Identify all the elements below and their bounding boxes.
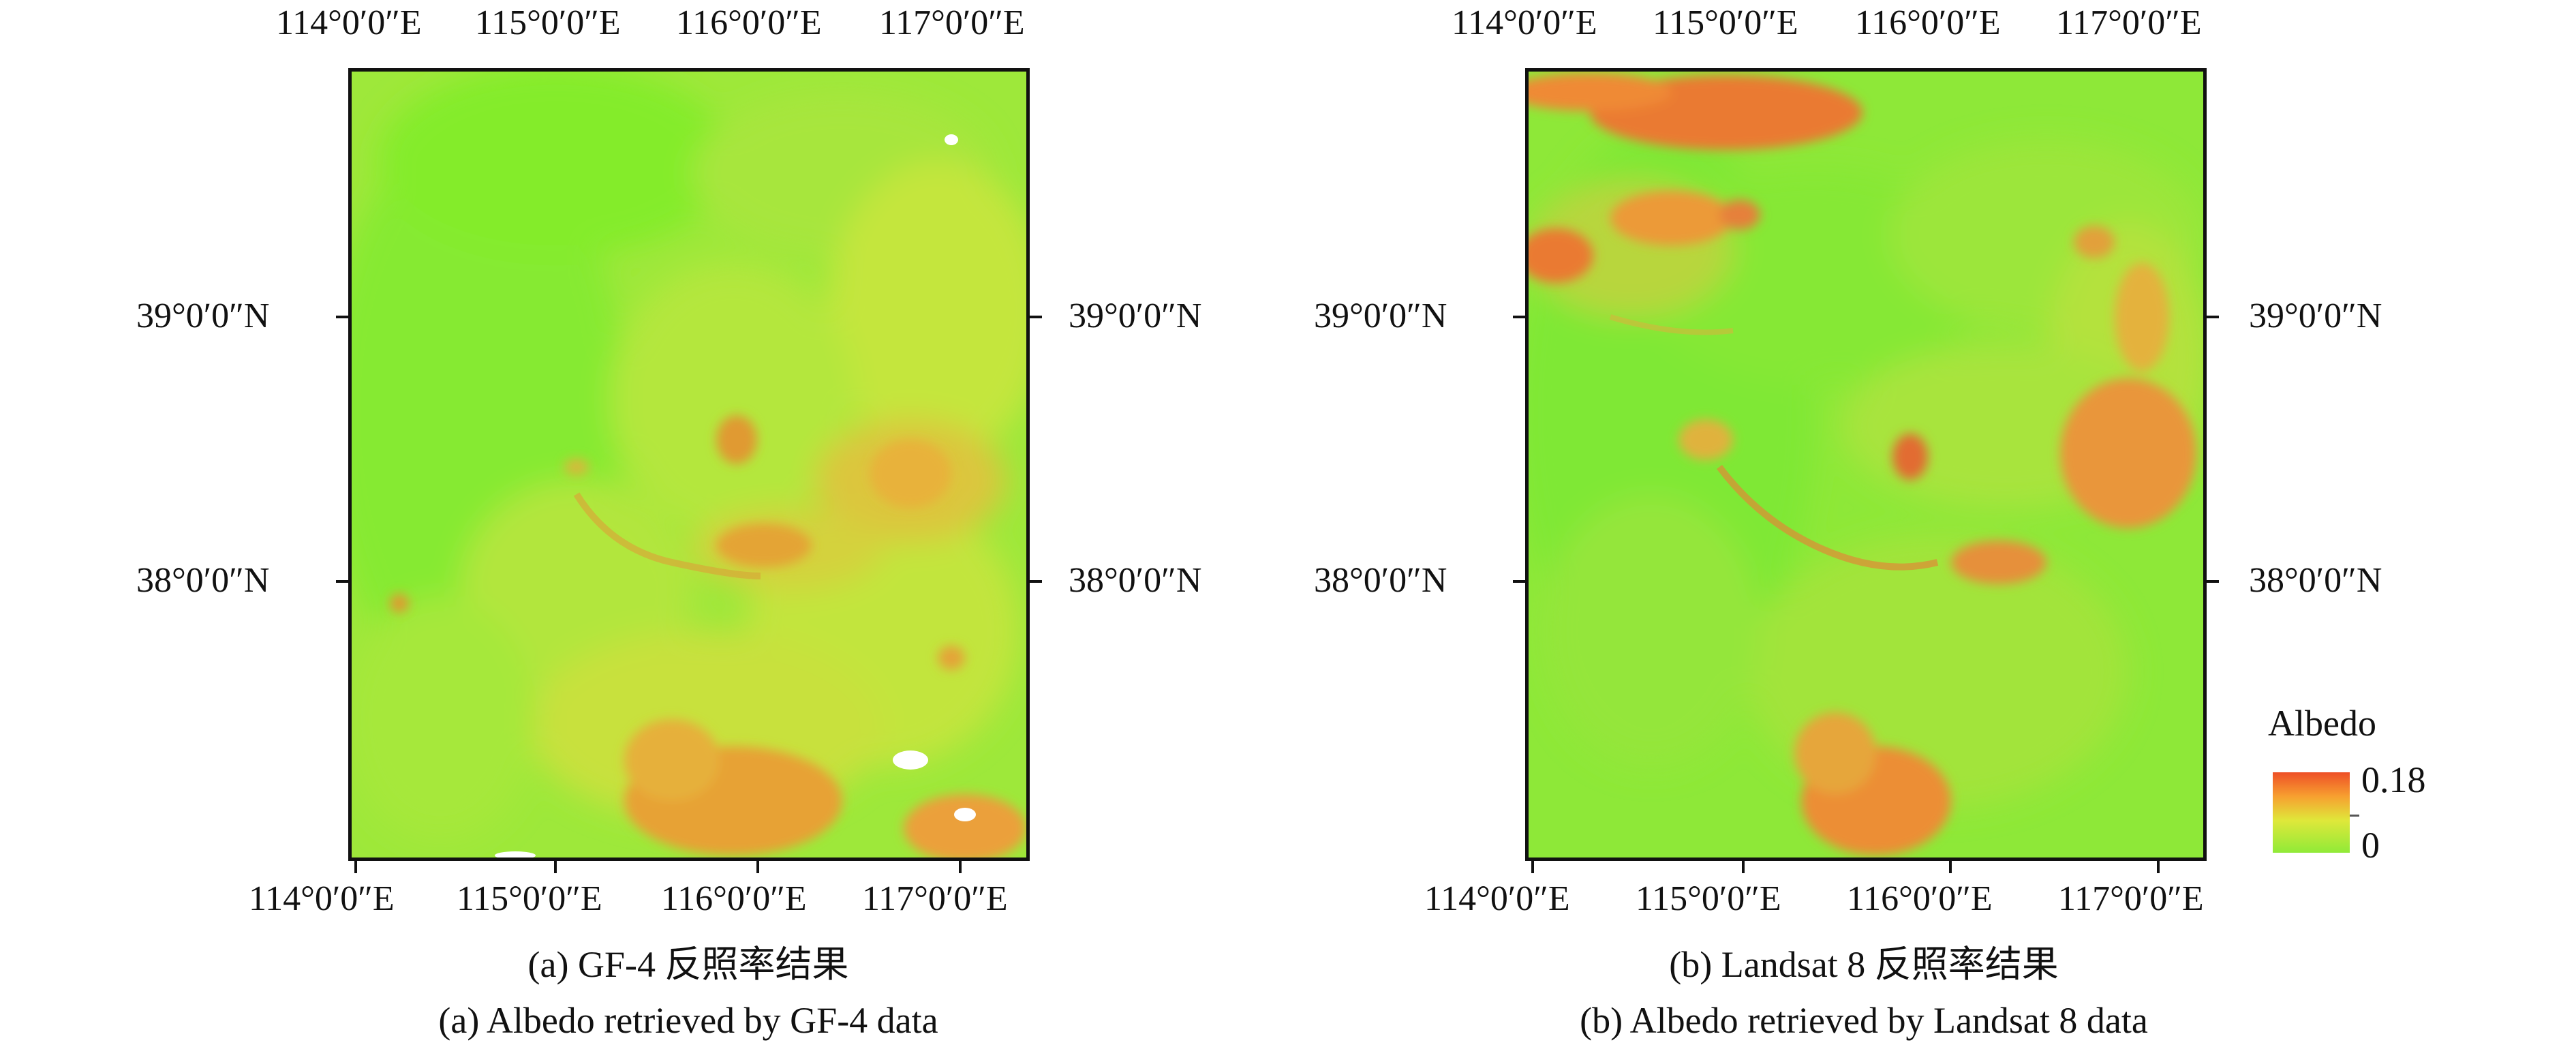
legend-min-label: 0 [2361,825,2380,866]
caption-cn: (b) Landsat 8 反照率结果 [1669,944,2059,985]
bottom-lon-label: 116°0′0″E [1847,879,1993,918]
lon-tick [1531,861,1534,873]
albedo-raster-gf4 [352,72,1026,858]
top-lon-label: 117°0′0″E [2056,3,2202,42]
bottom-lon-label: 114°0′0″E [249,879,395,918]
lon-tick [1742,861,1745,873]
top-lon-label: 116°0′0″E [676,3,822,42]
lon-tick [354,861,357,873]
top-lon-label: 114°0′0″E [276,3,422,42]
left-lat-label: 38°0′0″N [1314,561,1447,600]
legend-title: Albedo [2268,703,2376,744]
bottom-lon-label: 115°0′0″E [1636,879,1781,918]
right-lat-label: 38°0′0″N [1069,561,1202,600]
lat-tick [1030,316,1042,318]
albedo-map-gf4 [348,68,1030,861]
left-lat-label: 39°0′0″N [1314,297,1447,335]
lon-tick [959,861,962,873]
left-lat-label: 39°0′0″N [136,297,270,335]
bottom-lon-label: 114°0′0″E [1424,879,1570,918]
lat-tick [1513,316,1525,318]
lat-tick [336,580,348,583]
top-lon-label: 117°0′0″E [879,3,1025,42]
caption-cn: (a) GF-4 反照率结果 [527,944,849,985]
top-lon-label: 114°0′0″E [1452,3,1597,42]
lon-tick [756,861,759,873]
lon-tick [554,861,557,873]
lat-tick [2207,580,2219,583]
lon-tick [1949,861,1952,873]
albedo-map-landsat8 [1525,68,2207,861]
legend-color-ramp [2273,772,2350,853]
left-lat-label: 38°0′0″N [136,561,270,600]
top-lon-label: 116°0′0″E [1855,3,2001,42]
bottom-lon-label: 117°0′0″E [862,879,1008,918]
caption-en: (a) Albedo retrieved by GF-4 data [438,1000,938,1041]
bottom-lon-label: 116°0′0″E [661,879,807,918]
right-lat-label: 38°0′0″N [2249,561,2382,600]
legend-max-label: 0.18 [2361,759,2426,800]
top-lon-label: 115°0′0″E [1653,3,1798,42]
albedo-raster-landsat8 [1529,72,2203,858]
lat-tick [1513,580,1525,583]
lat-tick [1030,580,1042,583]
lon-tick [2157,861,2160,873]
caption-en: (b) Albedo retrieved by Landsat 8 data [1580,1000,2148,1041]
bottom-lon-label: 115°0′0″E [457,879,602,918]
legend-tick [2350,815,2359,817]
right-lat-label: 39°0′0″N [1069,297,1202,335]
top-lon-label: 115°0′0″E [475,3,621,42]
right-lat-label: 39°0′0″N [2249,297,2382,335]
bottom-lon-label: 117°0′0″E [2058,879,2204,918]
lat-tick [2207,316,2219,318]
lat-tick [336,316,348,318]
